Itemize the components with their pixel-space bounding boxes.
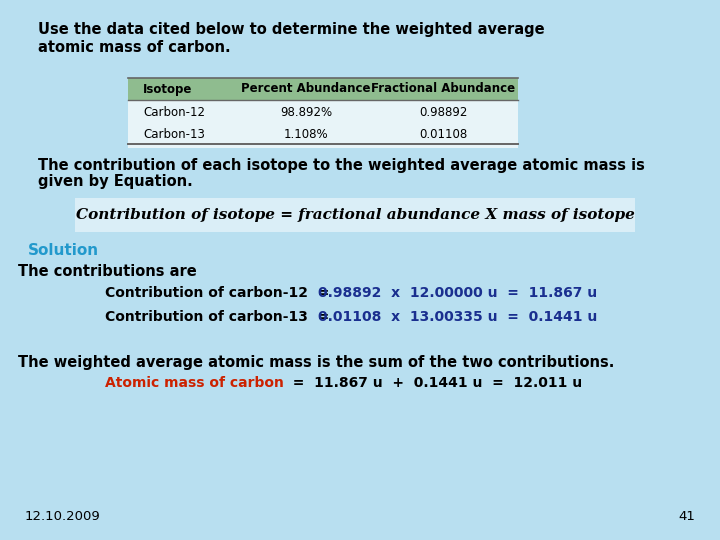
Bar	[75, 198, 635, 232]
Text: =  11.867 u  +  0.1441 u  =  12.011 u: = 11.867 u + 0.1441 u = 12.011 u	[283, 376, 582, 390]
Text: 41: 41	[678, 510, 695, 523]
Text: Use the data cited below to determine the weighted average: Use the data cited below to determine th…	[38, 22, 544, 37]
Text: Solution: Solution	[28, 243, 99, 258]
Text: Carbon-12: Carbon-12	[143, 106, 205, 119]
Text: Contribution of isotope = fractional abundance X mass of isotope: Contribution of isotope = fractional abu…	[76, 208, 634, 222]
Text: Fractional Abundance: Fractional Abundance	[371, 83, 515, 96]
Text: The contributions are: The contributions are	[18, 264, 197, 279]
Text: given by Equation.: given by Equation.	[38, 174, 193, 189]
Text: Isotope: Isotope	[143, 83, 192, 96]
Text: 12.10.2009: 12.10.2009	[25, 510, 101, 523]
Text: Carbon-13: Carbon-13	[143, 129, 205, 141]
Text: atomic mass of carbon.: atomic mass of carbon.	[38, 40, 230, 55]
Text: The weighted average atomic mass is the sum of the two contributions.: The weighted average atomic mass is the …	[18, 355, 614, 370]
Text: 0.98892  x  12.00000 u  =  11.867 u: 0.98892 x 12.00000 u = 11.867 u	[318, 286, 597, 300]
Text: Contribution of carbon-13  =: Contribution of carbon-13 =	[105, 310, 329, 324]
Text: 0.98892: 0.98892	[419, 106, 467, 119]
Text: Percent Abundance: Percent Abundance	[241, 83, 371, 96]
Text: The contribution of each isotope to the weighted average atomic mass is: The contribution of each isotope to the …	[38, 158, 645, 173]
Text: 0.01108: 0.01108	[419, 129, 467, 141]
Bar	[128, 78, 518, 100]
Text: 1.108%: 1.108%	[284, 129, 328, 141]
Bar	[128, 100, 518, 148]
Text: Atomic mass of carbon: Atomic mass of carbon	[105, 376, 284, 390]
Text: 98.892%: 98.892%	[280, 106, 332, 119]
Text: Contribution of carbon-12  =: Contribution of carbon-12 =	[105, 286, 329, 300]
Text: 0.01108  x  13.00335 u  =  0.1441 u: 0.01108 x 13.00335 u = 0.1441 u	[318, 310, 598, 324]
